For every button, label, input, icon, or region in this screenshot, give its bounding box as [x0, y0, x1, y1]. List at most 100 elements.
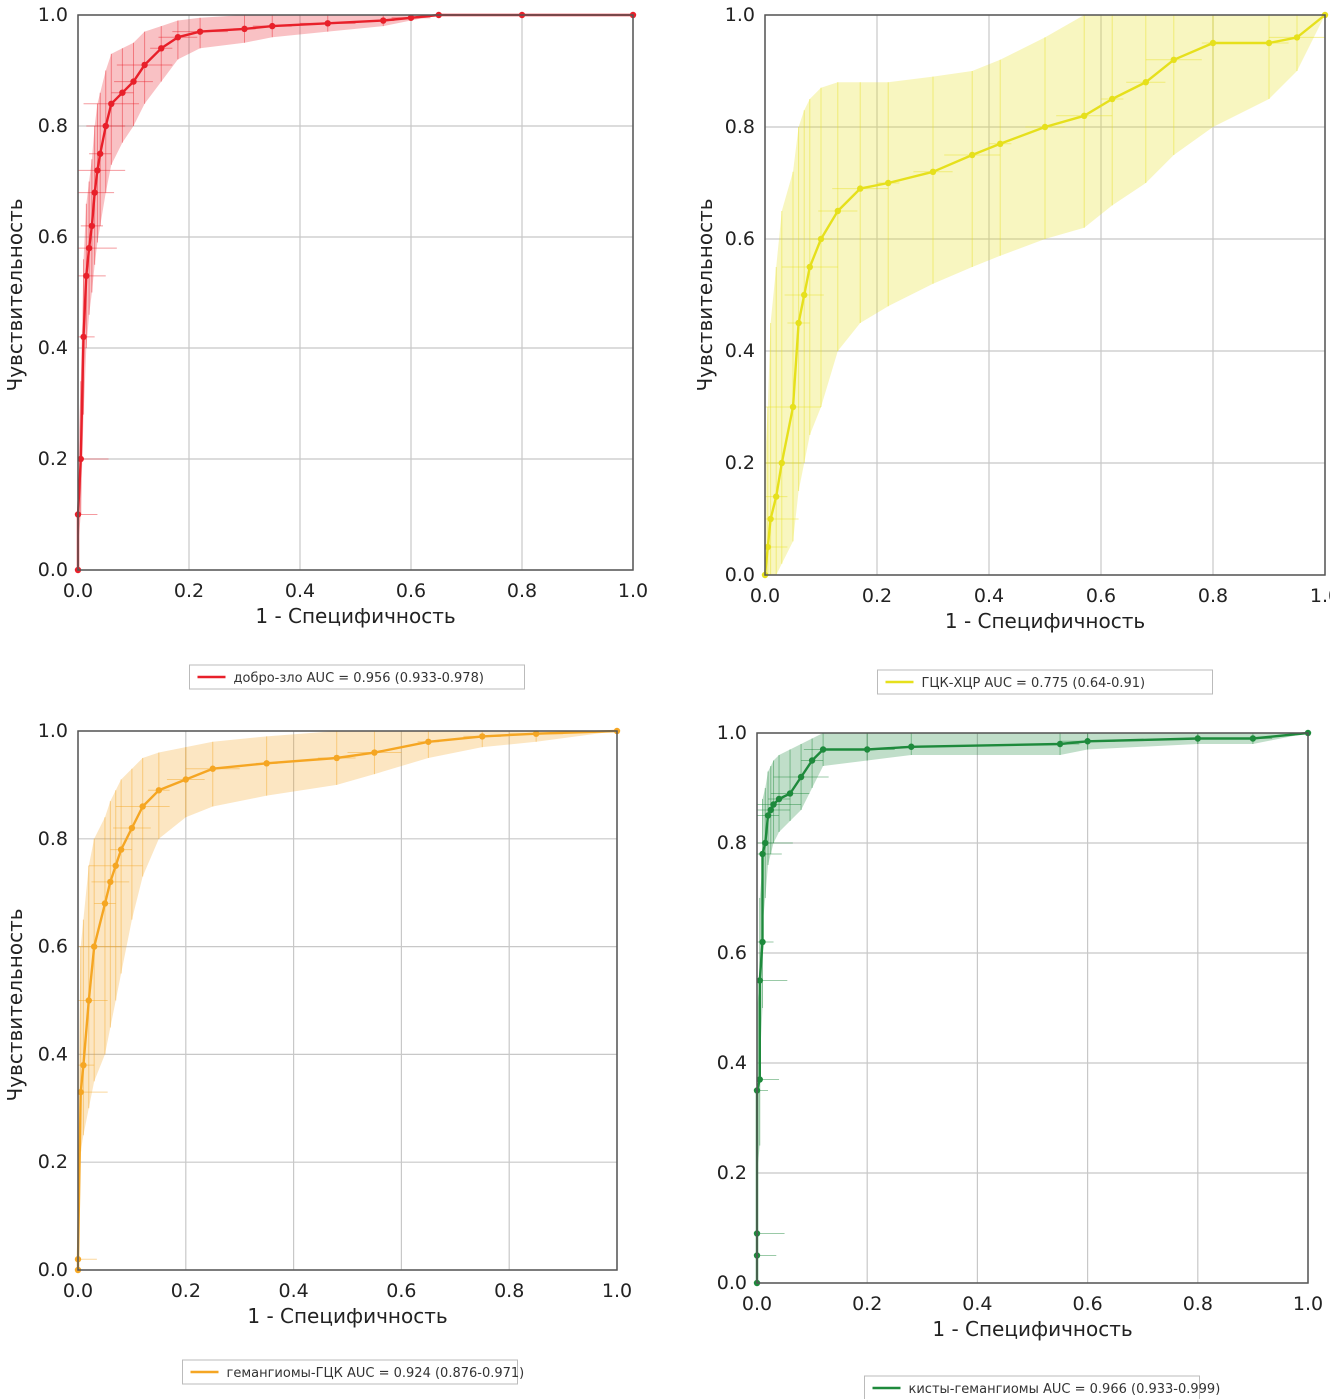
data-point	[786, 790, 794, 797]
data-point	[864, 746, 871, 753]
legend-label: кисты-гемангиомы AUC = 0.966 (0.933-0.99…	[909, 1382, 1221, 1397]
data-point	[479, 733, 486, 740]
x-tick-label: 1.0	[602, 1280, 632, 1302]
roc-curve	[76, 729, 618, 1270]
data-point	[1293, 34, 1301, 41]
data-point	[759, 938, 766, 946]
x-tick-label: 0.8	[507, 580, 537, 602]
data-point	[380, 17, 387, 24]
x-tick-label: 0.0	[63, 580, 93, 602]
y-axis-label: Чувствительность	[3, 198, 27, 391]
y-tick-label: 0.4	[725, 340, 755, 362]
plot-frame	[77, 730, 618, 1271]
x-tick-label: 0.6	[1072, 1293, 1102, 1315]
data-point	[182, 776, 189, 783]
data-point	[425, 738, 432, 745]
x-tick-label: 0.8	[494, 1280, 524, 1302]
data-point	[407, 14, 415, 21]
roc-panel-1: 0.0 0.2 0.4 0.6 0.8 1.0 0.0 0.2 0.4 0.6 0.8 1.0 1 - …	[3, 4, 648, 690]
data-point	[196, 28, 204, 35]
data-point	[94, 167, 101, 174]
data-point	[130, 78, 137, 85]
plot-area	[78, 15, 633, 570]
confidence-band	[78, 15, 633, 570]
plot-area	[78, 731, 617, 1270]
data-point	[767, 806, 774, 814]
data-point	[1041, 123, 1049, 131]
y-tick-label: 0.8	[38, 115, 68, 137]
data-point	[102, 122, 109, 130]
y-tick-label: 1.0	[38, 720, 68, 742]
y-tick-label: 0.8	[717, 832, 747, 854]
plot-area	[757, 733, 1308, 1283]
data-point	[371, 749, 378, 756]
y-tick-label: 0.4	[38, 1043, 68, 1065]
confidence-band	[765, 15, 1325, 575]
data-point	[969, 151, 976, 159]
x-tick-label: 1.0	[1293, 1293, 1323, 1315]
x-tick-label: 1.0	[1310, 585, 1330, 607]
data-point	[806, 263, 813, 271]
data-point	[80, 333, 87, 341]
data-point	[108, 100, 115, 108]
data-point	[90, 943, 98, 950]
data-point	[333, 754, 340, 762]
data-point	[857, 185, 864, 192]
x-tick-label: 0.0	[63, 1280, 93, 1302]
x-tick-label: 0.4	[962, 1293, 992, 1315]
data-point	[1081, 112, 1088, 120]
data-point	[155, 787, 163, 794]
data-point	[929, 168, 937, 175]
plot-area	[765, 15, 1325, 575]
y-tick-label: 0.2	[38, 1151, 68, 1173]
y-tick-label: 0.6	[38, 936, 68, 958]
data-points	[74, 11, 637, 574]
data-point	[767, 515, 774, 523]
data-point	[91, 189, 98, 196]
data-point	[97, 150, 104, 157]
data-point	[117, 846, 125, 853]
x-tick-label: 0.4	[285, 580, 315, 602]
x-tick-label: 0.2	[852, 1293, 882, 1315]
y-axis-label: Чувствительность	[3, 908, 27, 1101]
roc-panel-4: 0.0 0.2 0.4 0.6 0.8 1.0 0.0 0.2 0.4 0.6 0.8 1.0 1 - …	[717, 722, 1323, 1399]
y-tick-label: 0.0	[717, 1272, 747, 1294]
x-tick-label: 0.4	[278, 1280, 308, 1302]
data-point	[1209, 39, 1217, 47]
y-tick-label: 0.8	[38, 828, 68, 850]
data-point	[997, 140, 1004, 147]
data-point	[762, 839, 769, 847]
data-point	[112, 862, 119, 869]
y-tick-label: 1.0	[38, 4, 68, 26]
y-tick-label: 0.6	[725, 228, 755, 250]
data-point	[1084, 738, 1091, 745]
legend-box	[864, 1375, 1200, 1399]
plot-frame	[756, 732, 1309, 1284]
y-tick-label: 0.6	[717, 942, 747, 964]
confidence-band	[757, 733, 1308, 1283]
data-point	[209, 765, 216, 772]
data-point	[128, 824, 136, 832]
x-tick-label: 0.2	[862, 585, 892, 607]
data-point	[119, 89, 126, 96]
x-tick-label: 0.4	[974, 585, 1004, 607]
legend-label: добро-зло AUC = 0.956 (0.933-0.978)	[234, 671, 484, 686]
y-tick-label: 0.4	[717, 1052, 747, 1074]
roc-panel-3: 0.0 0.2 0.4 0.6 0.8 1.0 0.0 0.2 0.4 0.6 0.8 1.0 1 - …	[3, 720, 632, 1385]
x-tick-label: 0.8	[1198, 585, 1228, 607]
plot-frame	[77, 14, 634, 571]
legend: ГЦК-ХЦР AUC = 0.775 (0.64-0.91)	[877, 669, 1213, 695]
data-point	[770, 801, 777, 808]
y-tick-label: 0.4	[38, 337, 68, 359]
y-tick-label: 0.2	[717, 1162, 747, 1184]
y-tick-label: 1.0	[725, 4, 755, 26]
data-point	[88, 222, 96, 230]
data-points	[74, 727, 621, 1274]
data-point	[819, 746, 827, 753]
x-tick-label: 0.0	[742, 1293, 772, 1315]
data-points	[753, 729, 1312, 1287]
x-tick-label: 0.6	[386, 1280, 416, 1302]
legend-box	[189, 664, 525, 690]
